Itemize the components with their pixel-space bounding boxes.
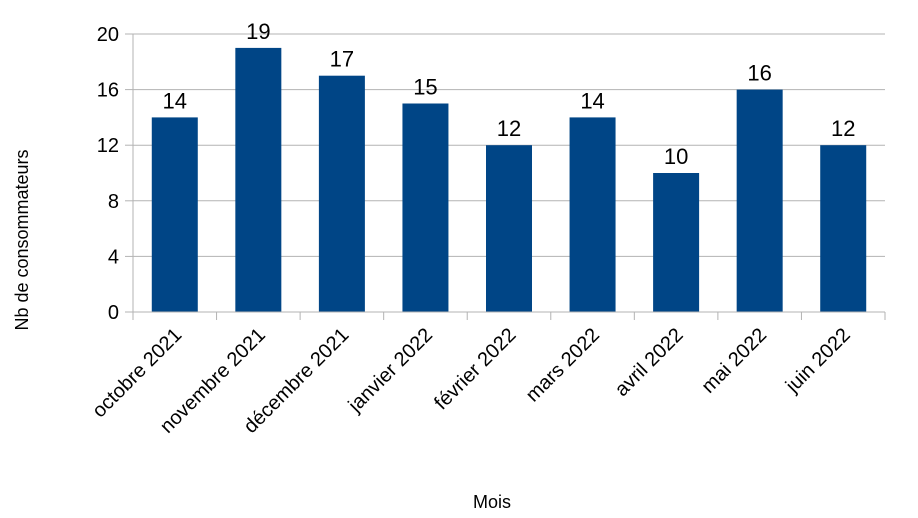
bar [235,47,282,313]
bar [151,117,198,313]
y-tick-label: 20 [97,24,119,46]
x-tick-label: janvier 2022 [344,324,437,417]
bar [653,173,700,312]
axes [125,33,886,320]
data-label: 12 [497,116,521,141]
bars [151,47,867,313]
x-tick-label: mars 2022 [522,324,604,406]
data-label: 14 [163,88,187,113]
data-label: 17 [330,47,354,72]
data-label: 12 [831,116,855,141]
bar [736,89,783,312]
bar [402,103,449,312]
x-tick-label: avril 2022 [611,324,688,401]
y-tick-label: 4 [108,246,119,268]
x-tick-label: mai 2022 [697,324,771,398]
x-tick-label: juin 2022 [781,324,855,398]
y-tick-label: 0 [108,302,119,324]
x-tick-label: février 2022 [430,324,520,414]
data-label: 16 [747,61,771,86]
data-label: 10 [664,144,688,169]
y-tick-label: 16 [97,80,119,102]
bar [318,75,365,312]
y-tick-labels: 0 4 8 12 16 20 [97,24,119,324]
y-tick-label: 8 [108,191,119,213]
bar [486,145,532,312]
data-labels: 14 19 17 15 12 14 10 16 12 [163,19,856,169]
bar [569,117,616,313]
y-axis-title: Nb de consommateurs [12,149,32,330]
data-label: 19 [246,19,270,44]
x-axis-title: Mois [473,492,511,512]
data-label: 14 [580,88,604,113]
bar [820,145,867,312]
y-tick-label: 12 [97,135,119,157]
data-label: 15 [413,75,437,100]
